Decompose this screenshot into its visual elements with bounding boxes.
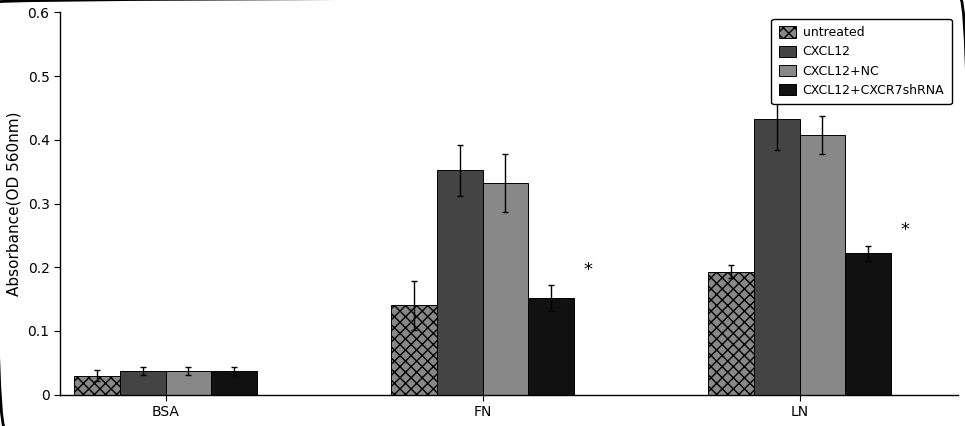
Bar [845, 253, 891, 394]
Bar [754, 119, 800, 394]
Y-axis label: Absorbance(OD 560nm): Absorbance(OD 560nm) [7, 111, 22, 296]
Bar [529, 298, 574, 394]
Text: *: * [900, 221, 909, 239]
Bar [391, 305, 437, 394]
Bar [708, 272, 754, 394]
Bar [211, 371, 257, 394]
Bar [166, 371, 211, 394]
Bar [437, 170, 482, 394]
Bar [74, 376, 120, 394]
Legend: untreated, CXCL12, CXCL12+NC, CXCL12+CXCR7shRNA: untreated, CXCL12, CXCL12+NC, CXCL12+CXC… [771, 19, 951, 104]
Bar [120, 371, 166, 394]
Bar [482, 183, 529, 394]
Text: *: * [583, 261, 593, 279]
Bar [800, 135, 845, 394]
